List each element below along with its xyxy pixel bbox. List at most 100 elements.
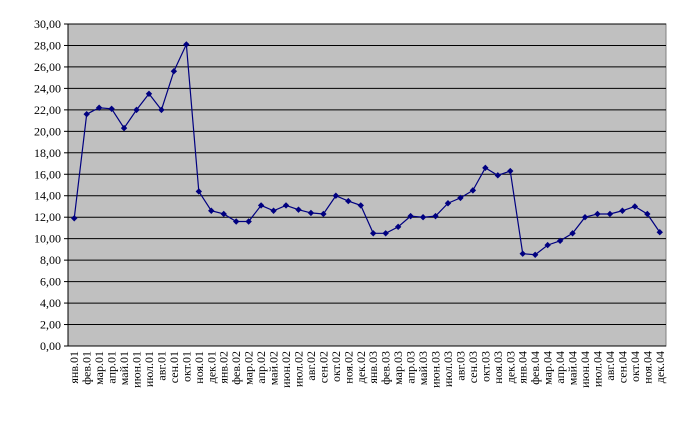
x-tick-label: май.03 (416, 351, 430, 385)
x-tick-label: янв.02 (217, 351, 231, 384)
data-point (170, 68, 178, 75)
x-tick-label: дек.02 (354, 351, 368, 383)
data-line (73, 42, 661, 256)
x-tick-label: окт.01 (179, 351, 193, 382)
data-point (307, 209, 315, 217)
x-tick-label: июн.03 (429, 351, 443, 388)
x-tick-label: июн.01 (130, 351, 144, 388)
x-tick-label: сен.04 (615, 351, 629, 383)
data-point (556, 237, 564, 245)
x-tick-label: апр.04 (553, 351, 567, 384)
plot-area (67, 23, 667, 347)
data-point (195, 188, 203, 195)
x-tick-label: сен.01 (167, 351, 181, 383)
data-point (370, 230, 377, 237)
data-point (432, 212, 439, 220)
y-tick-label: 10,00 (34, 232, 61, 246)
data-point (656, 229, 663, 236)
x-tick-label: апр.03 (404, 351, 418, 384)
x-tick-label: янв.04 (516, 351, 530, 384)
y-tick-label: 30,00 (34, 17, 61, 31)
data-point (382, 230, 389, 237)
x-tick-label: ноя.01 (192, 351, 206, 384)
x-tick-label: окт.03 (478, 351, 492, 382)
x-tick-label: сен.03 (466, 351, 480, 383)
x-tick-label: июн.02 (279, 351, 293, 388)
data-point (606, 210, 614, 218)
data-point (419, 214, 427, 221)
data-point (469, 187, 477, 194)
x-tick-label: май.01 (117, 351, 131, 385)
data-point (631, 203, 639, 210)
x-tick-label: апр.02 (254, 351, 268, 384)
x-tick-label: дек.04 (653, 351, 667, 383)
x-tick-label: янв.03 (366, 351, 380, 384)
y-tick-label: 8,00 (40, 253, 61, 267)
data-point (257, 202, 265, 209)
data-point (95, 104, 103, 111)
data-point (444, 200, 452, 207)
data-point (332, 192, 340, 199)
data-point (145, 90, 153, 97)
data-point (158, 106, 165, 114)
data-point (357, 202, 364, 209)
x-tick-label: фев.04 (528, 351, 542, 385)
data-point (133, 106, 140, 114)
data-point (482, 164, 489, 172)
x-tick-label: окт.02 (329, 351, 343, 382)
data-point (183, 41, 190, 48)
x-tick-label: май.02 (267, 351, 281, 385)
y-tick-label: 20,00 (34, 124, 61, 138)
data-point (407, 212, 414, 220)
x-tick-label: июл.03 (441, 351, 455, 387)
x-tick-label: апр.01 (105, 351, 119, 384)
y-tick-label: 0,00 (40, 339, 61, 353)
data-point (594, 210, 601, 218)
y-tick-label: 14,00 (34, 189, 61, 203)
x-tick-label: ноя.04 (640, 351, 654, 384)
x-tick-label: июл.02 (291, 351, 305, 387)
x-tick-label: дек.01 (204, 351, 218, 383)
data-point (619, 207, 626, 214)
data-point (519, 250, 526, 257)
data-point (644, 210, 651, 218)
x-tick-label: мар.01 (92, 351, 106, 385)
data-point (507, 167, 514, 175)
data-point (245, 218, 252, 225)
y-tick-label: 28,00 (34, 38, 61, 52)
data-point (71, 215, 78, 222)
data-point (531, 251, 539, 258)
x-tick-label: май.04 (566, 351, 580, 385)
x-tick-label: сен.02 (316, 351, 330, 383)
x-tick-label: фев.01 (80, 351, 94, 385)
x-tick-label: фев.03 (379, 351, 393, 385)
data-point (494, 172, 502, 179)
x-tick-label: июл.01 (142, 351, 156, 387)
x-tick-label: мар.03 (391, 351, 405, 385)
data-point (232, 218, 240, 225)
x-tick-label: июн.04 (578, 351, 592, 388)
y-tick-label: 16,00 (34, 167, 61, 181)
y-tick-label: 26,00 (34, 60, 61, 74)
data-point (320, 210, 327, 218)
data-point (120, 124, 128, 132)
data-point (270, 207, 277, 214)
y-tick-label: 6,00 (40, 275, 61, 289)
data-point (394, 223, 402, 231)
data-point (220, 210, 227, 218)
x-tick-label: мар.04 (541, 351, 555, 385)
y-tick-label: 4,00 (40, 296, 61, 310)
x-tick-label: окт.04 (628, 351, 642, 382)
x-tick-label: фев.02 (229, 351, 243, 385)
x-tick-label: авг.03 (453, 351, 467, 381)
x-tick-label: дек.03 (503, 351, 517, 383)
x-tick-label: янв.01 (67, 351, 81, 384)
y-tick-label: 18,00 (34, 146, 61, 160)
x-tick-label: авг.01 (154, 351, 168, 381)
y-tick-label: 24,00 (34, 81, 61, 95)
data-point (345, 197, 352, 205)
data-point (295, 206, 302, 213)
x-tick-label: мар.02 (242, 351, 256, 385)
data-point (83, 110, 90, 118)
